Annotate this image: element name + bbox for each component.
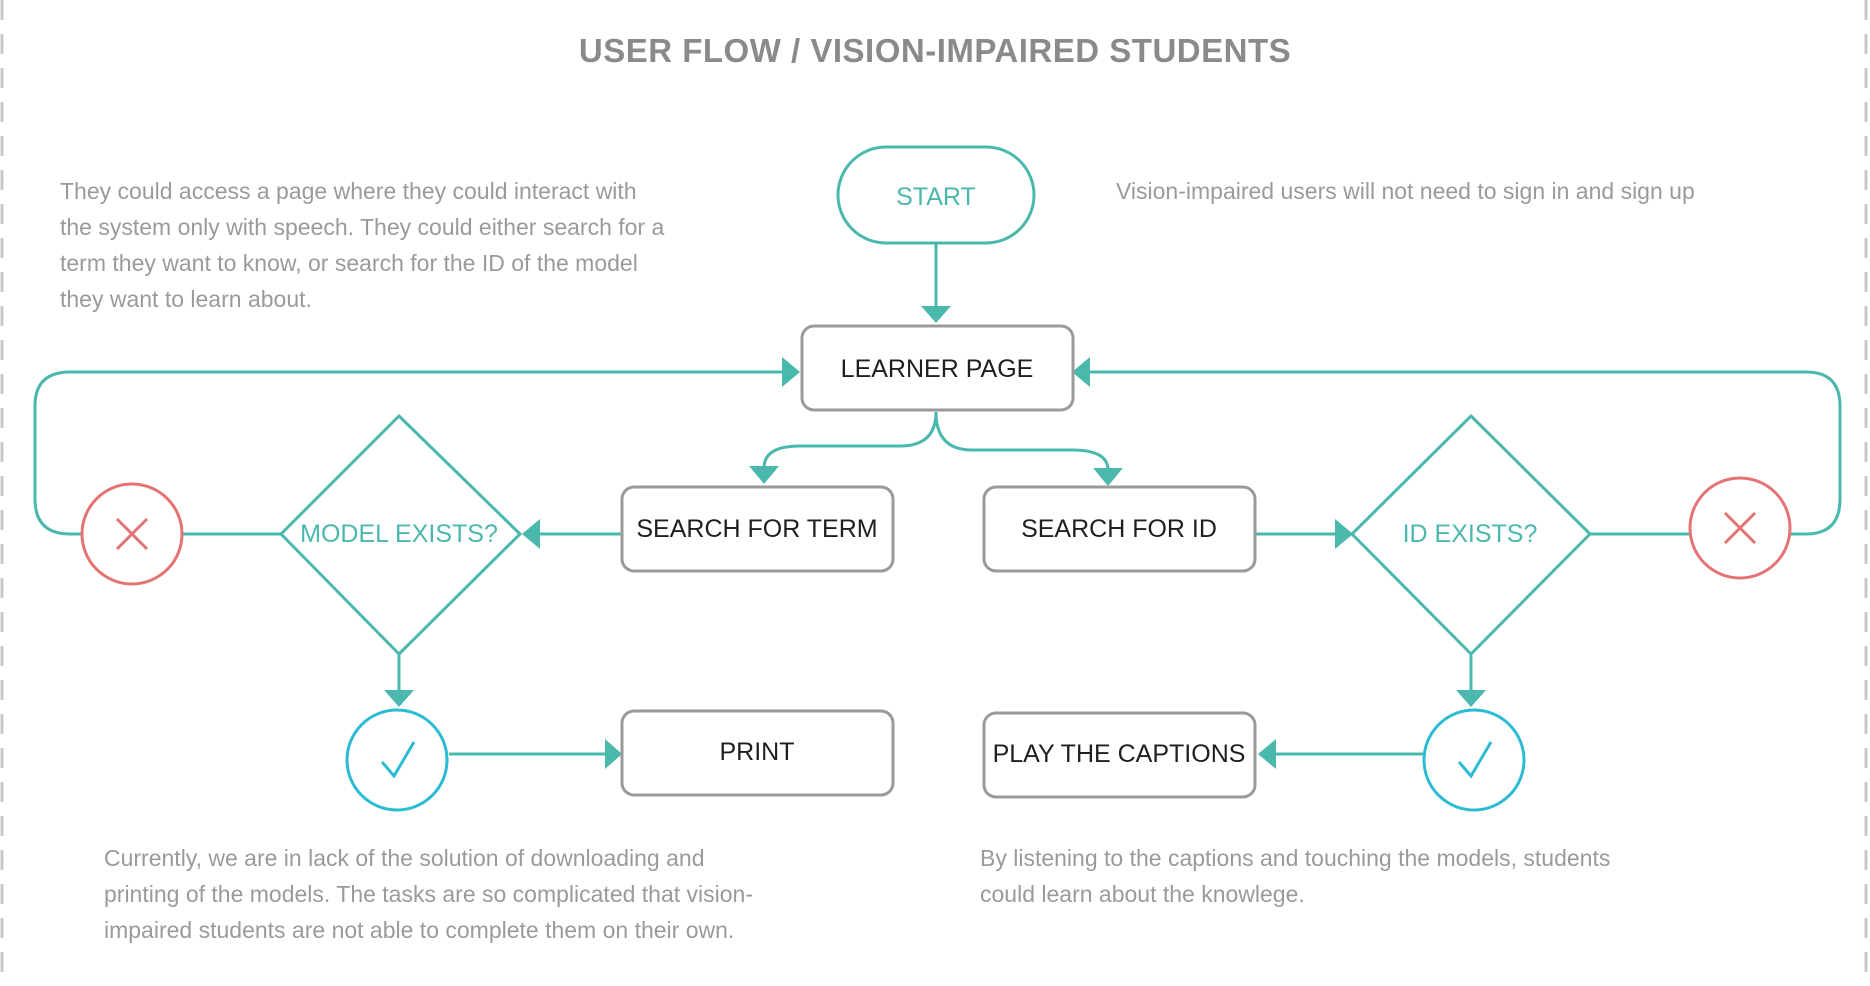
model-exists-decision[interactable]: MODEL EXISTS? <box>279 414 522 656</box>
learner-page-node[interactable]: LEARNER PAGE <box>800 324 1075 412</box>
print-label: PRINT <box>720 738 795 766</box>
search-id-node[interactable]: SEARCH FOR ID <box>982 485 1257 573</box>
start-node[interactable]: START <box>836 145 1036 245</box>
arrowhead-success-left <box>384 690 414 707</box>
note-bottom-right: By listening to the captions and touchin… <box>980 845 1617 907</box>
id-exists-decision[interactable]: ID EXISTS? <box>1350 414 1592 656</box>
connector-learner-to-search-id <box>934 411 1110 471</box>
search-id-label: SEARCH FOR ID <box>1021 515 1217 543</box>
arrowhead-search-term <box>749 466 779 484</box>
start-label: START <box>896 183 976 211</box>
arrowhead-learner-right <box>1072 357 1090 387</box>
arrowhead-search-id <box>1093 468 1123 486</box>
play-captions-node[interactable]: PLAY THE CAPTIONS <box>982 711 1257 799</box>
search-term-node[interactable]: SEARCH FOR TERM <box>620 485 895 573</box>
connector-right-loop <box>1090 370 1842 536</box>
arrowhead-model-exists <box>522 519 540 549</box>
play-captions-label: PLAY THE CAPTIONS <box>993 740 1246 768</box>
connector-learner-to-search-term <box>762 411 938 469</box>
x-icon <box>80 482 184 586</box>
check-icon <box>345 708 449 812</box>
learner-page-label: LEARNER PAGE <box>841 355 1034 383</box>
arrowhead-id-exists <box>1335 519 1353 549</box>
arrowhead-captions <box>1258 739 1276 769</box>
x-icon <box>1688 476 1792 580</box>
arrowhead-success-right <box>1456 690 1486 707</box>
search-term-label: SEARCH FOR TERM <box>636 515 877 543</box>
model-exists-label: MODEL EXISTS? <box>300 520 498 548</box>
arrowhead-learner-left <box>782 357 800 387</box>
note-bottom-left: Currently, we are in lack of the solutio… <box>104 845 759 943</box>
id-exists-label: ID EXISTS? <box>1403 520 1538 548</box>
note-top-left: They could access a page where they coul… <box>60 178 671 312</box>
check-icon <box>1422 708 1526 812</box>
arrowhead-print <box>605 739 622 769</box>
print-node[interactable]: PRINT <box>620 709 895 797</box>
note-top-right: Vision-impaired users will not need to s… <box>1116 178 1695 204</box>
page-title: USER FLOW / VISION-IMPAIRED STUDENTS <box>579 32 1291 69</box>
arrowhead-learner-top <box>921 306 951 323</box>
connector-left-loop <box>33 370 782 536</box>
